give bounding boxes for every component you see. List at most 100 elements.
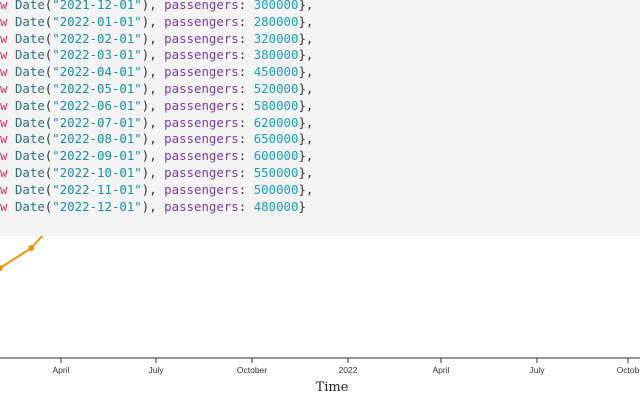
code-string: "2022-10-01" (52, 165, 142, 180)
code-brace: }, (298, 114, 314, 130)
code-property: passengers (164, 13, 239, 29)
code-keyword: w (0, 198, 8, 214)
code-line: w Date("2022-12-01"), passengers: 480000… (0, 198, 306, 215)
code-paren-close: ), (141, 64, 165, 80)
code-number: 580000 (253, 97, 299, 113)
data-point (28, 245, 35, 251)
code-brace: }, (298, 64, 314, 80)
code-brace: }, (298, 0, 314, 12)
code-brace: }, (298, 47, 314, 63)
x-tick-label: October (237, 365, 267, 375)
data-point (0, 265, 3, 271)
code-property: passengers (164, 114, 239, 130)
x-axis-title: Time (316, 380, 349, 395)
code-function: Date (14, 131, 45, 147)
code-number: 480000 (253, 198, 299, 214)
code-string: "2022-09-01" (52, 148, 142, 164)
code-colon: : (238, 0, 254, 12)
code-brace: } (298, 198, 306, 214)
code-function: Date (14, 81, 45, 96)
code-line: w Date("2022-05-01"), passengers: 520000… (0, 80, 313, 97)
x-tick-label: April (52, 365, 69, 375)
code-paren-open: ( (44, 64, 53, 80)
code-paren-open: ( (44, 148, 53, 164)
code-colon: : (238, 148, 254, 164)
code-function: Date (14, 97, 45, 113)
code-string: "2022-12-01" (52, 198, 142, 214)
code-number: 550000 (253, 165, 299, 180)
code-number: 500000 (253, 181, 299, 197)
x-tick-label: April (432, 365, 449, 375)
code-string: "2022-11-01" (52, 181, 142, 197)
code-brace: }, (298, 148, 314, 164)
code-paren-close: ), (141, 148, 165, 164)
code-paren-close: ), (141, 13, 165, 29)
chart: April July October 2022 April July Octob Time (0, 236, 640, 400)
code-property: passengers (164, 181, 239, 197)
code-paren-open: ( (44, 47, 53, 63)
code-function: Date (14, 181, 45, 197)
code-keyword: w (0, 181, 8, 197)
code-string: "2022-04-01" (52, 64, 142, 80)
code-colon: : (238, 131, 254, 147)
code-space (7, 14, 14, 29)
code-brace: }, (298, 13, 314, 29)
code-colon: : (238, 198, 254, 214)
code-function: Date (14, 114, 45, 130)
code-line: w Date("2022-08-01"), passengers: 650000… (0, 130, 313, 147)
x-tick-label: July (148, 365, 164, 375)
code-property: passengers (164, 148, 239, 164)
code-colon: : (238, 165, 254, 180)
code-block: w Date("2021-12-01"), passengers: 300000… (0, 0, 640, 236)
code-line: w Date("2022-06-01"), passengers: 580000… (0, 97, 313, 114)
code-function: Date (14, 0, 45, 12)
code-string: "2022-01-01" (52, 13, 142, 29)
code-function: Date (14, 198, 45, 214)
code-paren-close: ), (141, 131, 165, 147)
code-number: 620000 (253, 114, 299, 130)
code-number: 300000 (253, 0, 299, 12)
code-paren-open: ( (44, 13, 53, 29)
code-space (7, 165, 14, 180)
code-keyword: w (0, 165, 8, 180)
code-paren-close: ), (141, 114, 165, 130)
code-string: "2022-06-01" (52, 97, 142, 113)
code-keyword: w (0, 81, 8, 96)
line-chart: April July October 2022 April July Octob Time (0, 236, 640, 395)
series-line (0, 236, 44, 271)
series-path (0, 236, 44, 269)
code-space (7, 0, 14, 12)
code-line: w Date("2022-10-01"), passengers: 550000… (0, 164, 313, 181)
x-tick-label: July (529, 365, 545, 375)
code-function: Date (14, 30, 45, 46)
code-string: "2022-03-01" (52, 47, 142, 63)
code-property: passengers (164, 30, 239, 46)
code-space (7, 47, 14, 62)
code-space (7, 182, 14, 197)
code-string: "2022-07-01" (52, 114, 142, 130)
code-number: 380000 (253, 47, 299, 63)
code-line: w Date("2022-03-01"), passengers: 380000… (0, 46, 313, 63)
code-colon: : (238, 97, 254, 113)
code-paren-close: ), (141, 0, 165, 12)
code-property: passengers (164, 81, 239, 96)
code-property: passengers (164, 198, 239, 214)
code-paren-open: ( (44, 30, 53, 46)
code-paren-close: ), (141, 165, 165, 180)
code-colon: : (238, 81, 254, 96)
code-number: 650000 (253, 131, 299, 147)
code-paren-open: ( (44, 181, 53, 197)
code-space (7, 98, 14, 113)
code-string: "2022-05-01" (52, 81, 142, 96)
code-colon: : (238, 181, 254, 197)
code-paren-open: ( (44, 114, 53, 130)
code-keyword: w (0, 0, 8, 12)
code-property: passengers (164, 64, 239, 80)
code-paren-open: ( (44, 81, 53, 96)
code-line: w Date("2022-11-01"), passengers: 500000… (0, 181, 313, 198)
code-line: w Date("2022-09-01"), passengers: 600000… (0, 147, 313, 164)
code-property: passengers (164, 47, 239, 63)
code-number: 320000 (253, 30, 299, 46)
code-number: 520000 (253, 81, 299, 96)
x-tick-label: Octob (617, 365, 640, 375)
